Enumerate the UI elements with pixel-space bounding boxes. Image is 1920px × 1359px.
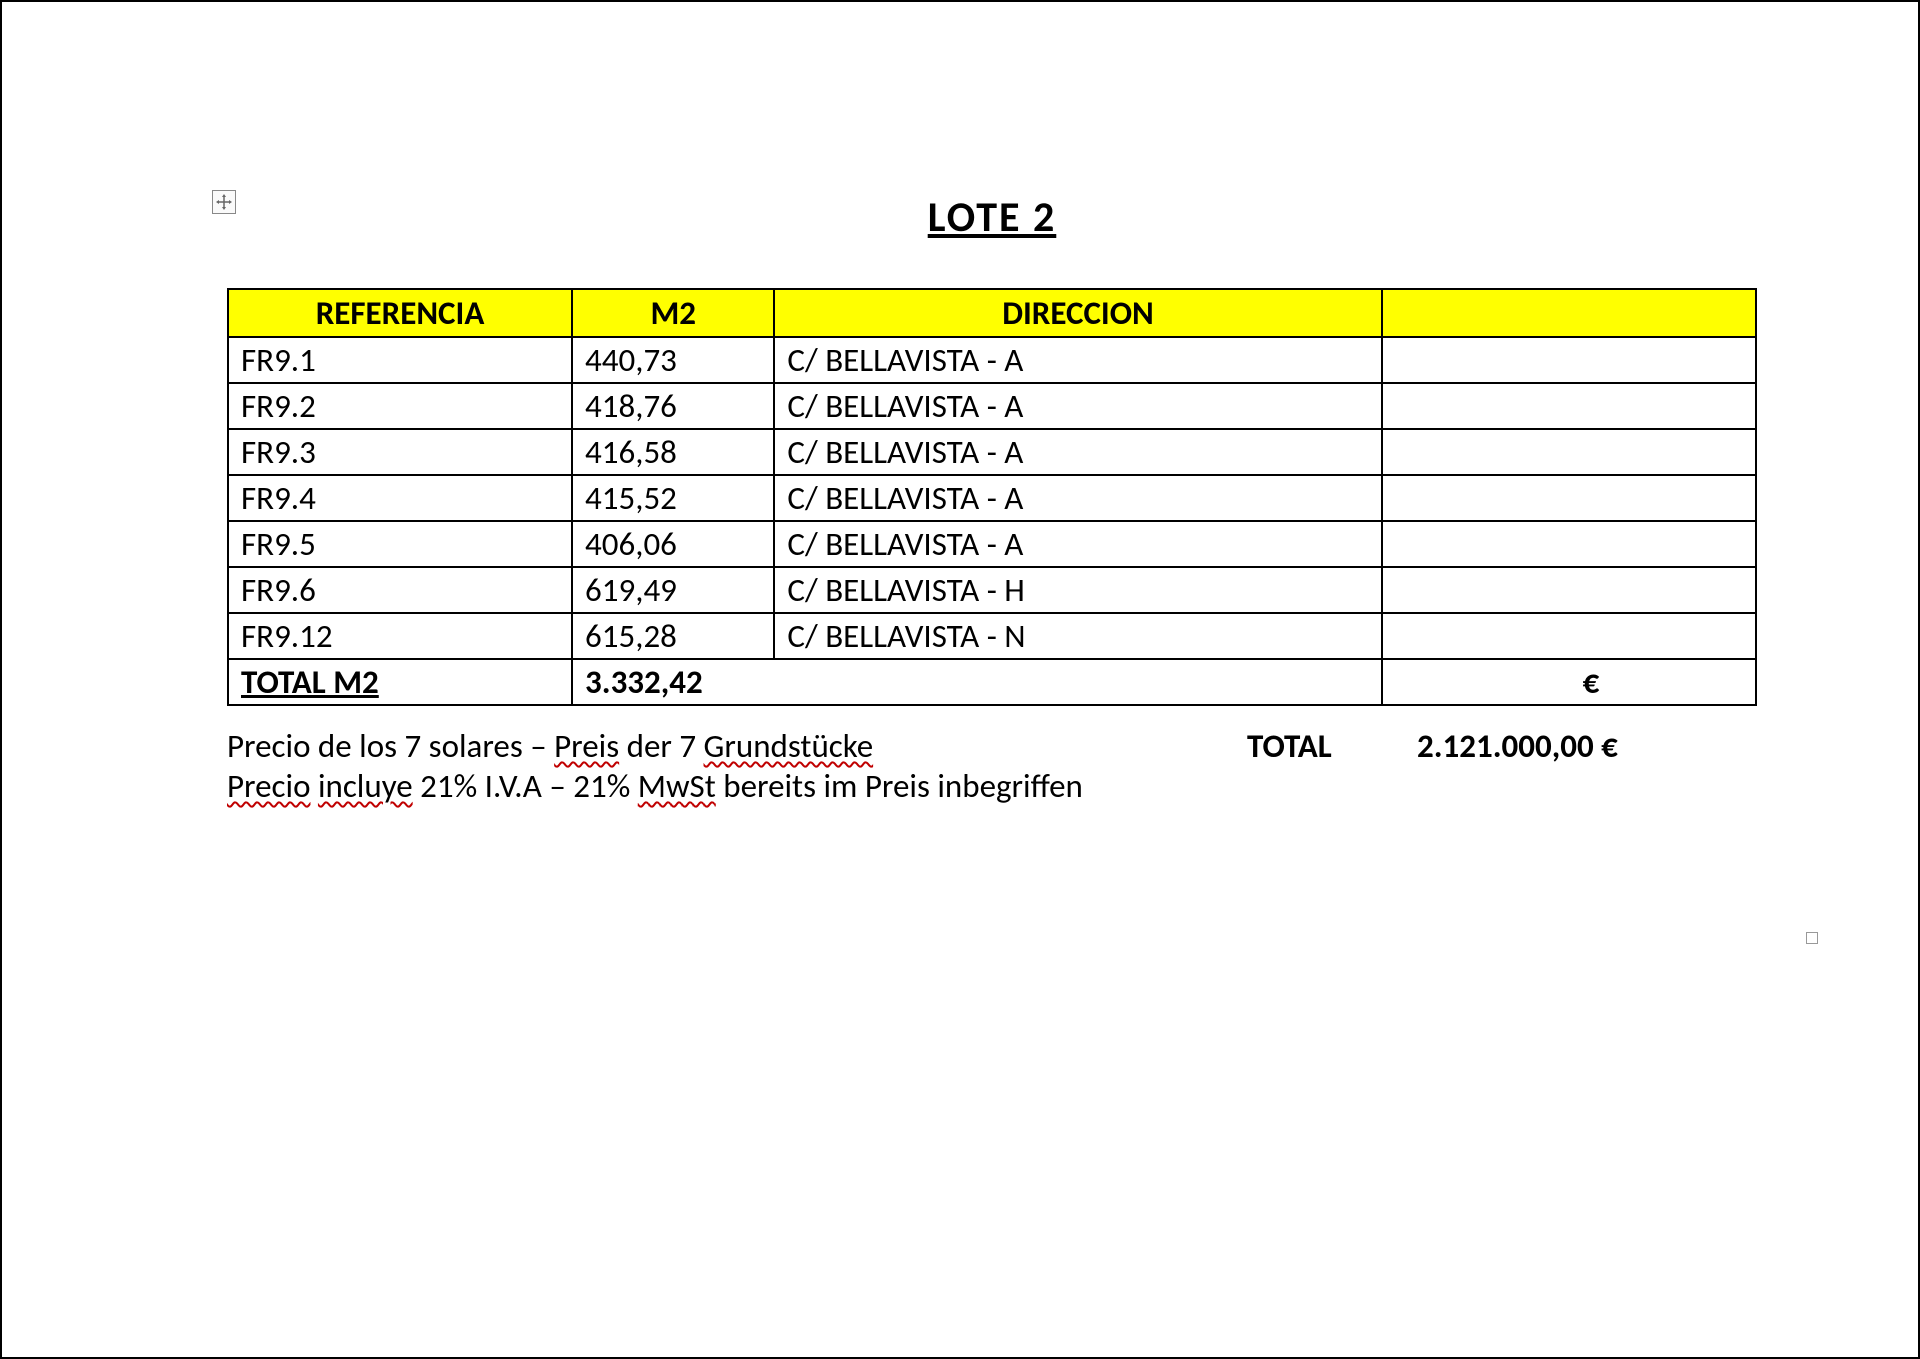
table-row: FR9.3416,58C/ BELLAVISTA - A	[228, 429, 1756, 475]
footer-txt-2d: 21% I.V.A – 21%	[413, 766, 638, 806]
cell-m2: 415,52	[572, 475, 774, 521]
total-row: TOTAL M2 3.332,42 €	[228, 659, 1756, 705]
header-referencia: REFERENCIA	[228, 289, 572, 337]
cell-c4	[1382, 613, 1756, 659]
total-label-cell: TOTAL M2	[228, 659, 572, 705]
table-row: FR9.5406,06C/ BELLAVISTA - A	[228, 521, 1756, 567]
table-row: FR9.6619,49C/ BELLAVISTA - H	[228, 567, 1756, 613]
cell-ref: FR9.12	[228, 613, 572, 659]
table-row: FR9.2418,76C/ BELLAVISTA - A	[228, 383, 1756, 429]
footer-txt-1a: Precio de los 7 solares –	[227, 726, 554, 766]
document-content: LOTE 2 REFERENCIA M2 DIRECCION FR9.1440,…	[227, 192, 1757, 806]
cell-c4	[1382, 567, 1756, 613]
page-title: LOTE 2	[227, 192, 1757, 243]
footer-txt-2c: incluye	[318, 766, 413, 806]
footer-txt-1d: Grundstücke	[704, 726, 874, 766]
total-value-cell: 3.332,42	[572, 659, 1382, 705]
footer-total-value: 2.121.000,00 €	[1417, 726, 1618, 766]
cell-ref: FR9.6	[228, 567, 572, 613]
cell-dir: C/ BELLAVISTA - A	[774, 429, 1381, 475]
header-direccion: DIRECCION	[774, 289, 1381, 337]
footer-txt-2a: Precio	[227, 766, 310, 806]
cell-c4	[1382, 383, 1756, 429]
cell-dir: C/ BELLAVISTA - A	[774, 475, 1381, 521]
cell-c4	[1382, 475, 1756, 521]
cell-c4	[1382, 521, 1756, 567]
cell-m2: 416,58	[572, 429, 774, 475]
table-row: FR9.1440,73C/ BELLAVISTA - A	[228, 337, 1756, 383]
cell-ref: FR9.5	[228, 521, 572, 567]
footer-total-label: TOTAL	[1247, 726, 1332, 766]
cell-ref: FR9.3	[228, 429, 572, 475]
table-row: FR9.12615,28C/ BELLAVISTA - N	[228, 613, 1756, 659]
footer-notes: Precio de los 7 solares – Preis der 7 Gr…	[227, 726, 1757, 806]
footer-line-1: Precio de los 7 solares – Preis der 7 Gr…	[227, 726, 1757, 766]
cell-m2: 619,49	[572, 567, 774, 613]
cell-c4	[1382, 429, 1756, 475]
table-row: FR9.4415,52C/ BELLAVISTA - A	[228, 475, 1756, 521]
footer-line-2: Precio incluye 21% I.V.A – 21% MwSt bere…	[227, 766, 1757, 806]
paragraph-marker-icon	[1806, 932, 1818, 944]
header-m2: M2	[572, 289, 774, 337]
cell-m2: 440,73	[572, 337, 774, 383]
cell-dir: C/ BELLAVISTA - A	[774, 383, 1381, 429]
cell-dir: C/ BELLAVISTA - N	[774, 613, 1381, 659]
cell-m2: 406,06	[572, 521, 774, 567]
total-label: TOTAL M2	[241, 662, 379, 702]
header-row: REFERENCIA M2 DIRECCION	[228, 289, 1756, 337]
cell-c4	[1382, 337, 1756, 383]
footer-txt-2b	[310, 766, 317, 806]
footer-txt-2f: bereits im Preis inbegriffen	[716, 766, 1083, 806]
footer-txt-2e: MwSt	[638, 766, 716, 806]
cell-ref: FR9.4	[228, 475, 572, 521]
lot-table: REFERENCIA M2 DIRECCION FR9.1440,73C/ BE…	[227, 288, 1757, 706]
cell-m2: 418,76	[572, 383, 774, 429]
cell-dir: C/ BELLAVISTA - A	[774, 337, 1381, 383]
cell-dir: C/ BELLAVISTA - H	[774, 567, 1381, 613]
total-euro-cell: €	[1382, 659, 1756, 705]
cell-dir: C/ BELLAVISTA - A	[774, 521, 1381, 567]
cell-ref: FR9.1	[228, 337, 572, 383]
footer-txt-1c: der 7	[619, 726, 703, 766]
footer-txt-1b: Preis	[554, 726, 619, 766]
cell-ref: FR9.2	[228, 383, 572, 429]
cell-m2: 615,28	[572, 613, 774, 659]
header-empty	[1382, 289, 1756, 337]
